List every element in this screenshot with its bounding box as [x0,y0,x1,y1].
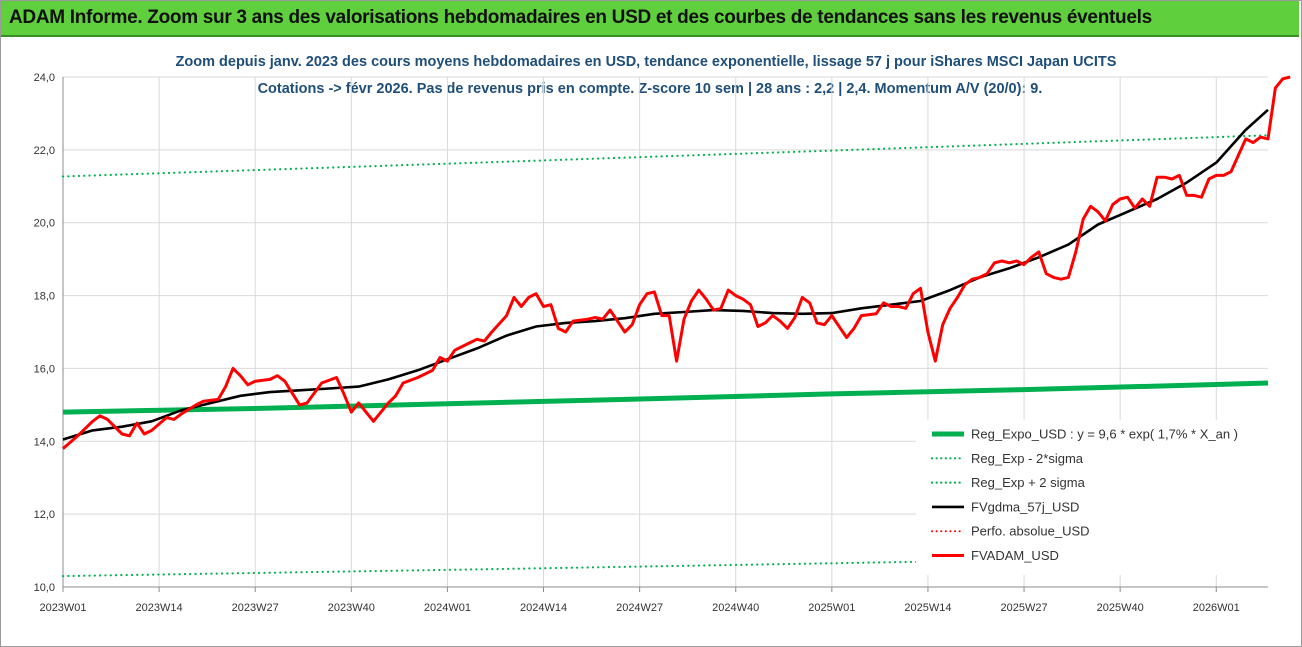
x-tick-label: 2026W01 [1193,602,1240,614]
y-tick-label: 10,0 [34,582,55,594]
y-tick-label: 16,0 [34,363,55,375]
y-tick-label: 12,0 [34,509,55,521]
x-tick-label: 2023W01 [39,602,86,614]
series-line-2 [61,134,1270,178]
legend-label-2: Reg_Exp + 2 sigma [971,475,1086,490]
x-tick-label: 2024W27 [616,602,663,614]
report-header-banner: ADAM Informe. Zoom sur 3 ans des valoris… [1,1,1299,37]
chart-title-line-1: Zoom depuis janv. 2023 des cours moyens … [176,54,1117,70]
x-tick-label: 2025W40 [1097,602,1144,614]
series-line-5 [62,75,1291,450]
axes: 10,0 12,0 14,0 16,0 18,0 20,0 22,0 24,0 2023W01 2… [34,72,1268,614]
x-tick-label: 2023W40 [328,602,375,614]
legend-label-4: Perfo. absolue_USD [971,524,1090,539]
x-tick-label: 2024W40 [712,602,759,614]
x-tick-label: 2025W27 [1000,602,1047,614]
series-line-1 [61,554,1270,578]
y-tick-label: 22,0 [34,145,55,157]
plot-area [61,75,1291,578]
legend-label-3: FVgdma_57j_USD [971,499,1079,514]
x-tick-label: 2023W27 [232,602,279,614]
x-tick-label: 2024W14 [520,602,567,614]
legend-label-1: Reg_Exp - 2*sigma [971,451,1084,466]
y-tick-label: 24,0 [34,72,55,84]
x-tick-label: 2025W14 [904,602,951,614]
y-tick-label: 20,0 [34,218,55,230]
legend-label-5: FVADAM_USD [971,548,1059,563]
report-title: ADAM Informe. Zoom sur 3 ans des valoris… [9,7,1152,28]
y-tick-label: 14,0 [34,436,55,448]
chart-title-line-2: Cotations -> févr 2026. Pas de revenus p… [258,81,1043,97]
y-tick-label: 18,0 [34,291,55,303]
legend-background [916,420,1270,575]
series-line-0 [62,380,1269,415]
x-tick-label: 2023W14 [136,602,183,614]
legend-label-0: Reg_Expo_USD : y = 9,6 * exp( 1,7% * X_a… [971,427,1238,442]
x-tick-label: 2025W01 [808,602,855,614]
legend: Reg_Expo_USD : y = 9,6 * exp( 1,7% * X_a… [916,420,1270,575]
x-tick-label: 2024W01 [424,602,471,614]
series-line-3 [62,108,1269,441]
